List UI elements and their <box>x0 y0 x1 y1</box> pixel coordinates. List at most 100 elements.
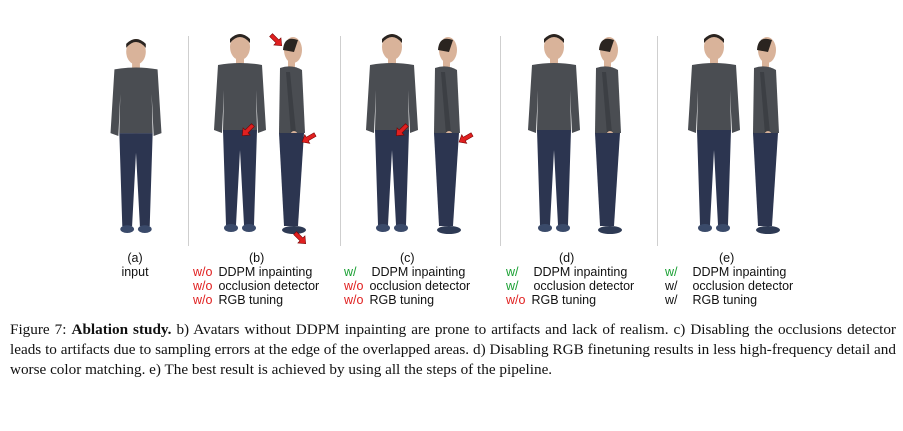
jeans <box>595 133 620 226</box>
shoe <box>716 224 730 232</box>
column-a-label: (a) input <box>117 251 153 279</box>
shoe <box>120 225 135 234</box>
jeans <box>537 130 571 225</box>
neck <box>762 61 769 67</box>
jeans <box>434 133 459 226</box>
shoe <box>376 224 390 232</box>
condition-line: w/o DDPM inpainting <box>193 265 319 279</box>
condition-mark: w/ <box>665 279 678 293</box>
condition-line: w/ DDPM inpainting <box>344 265 470 279</box>
input-label: input <box>121 265 149 279</box>
condition-mark: w/ <box>665 265 678 279</box>
column-divider <box>188 36 189 246</box>
shoe <box>224 224 238 232</box>
neck <box>604 61 611 67</box>
hair <box>704 34 724 43</box>
column-c-label: (c) w/ DDPM inpainting w/o occlusion detec… <box>344 251 470 307</box>
neck <box>132 62 140 69</box>
condition-line: w/o occlusion detector <box>193 279 319 293</box>
condition-text: RGB tuning <box>689 293 758 307</box>
shoe <box>698 224 712 232</box>
red-arrow-icon <box>396 123 409 136</box>
sweater <box>214 63 266 133</box>
caption-body: b) Avatars without DDPM inpainting are p… <box>10 321 896 378</box>
condition-line: w/ RGB tuning <box>665 293 793 307</box>
column-e-label: (e) w/ DDPM inpainting w/ occlusion detect… <box>665 251 793 307</box>
red-arrow-icon <box>458 132 474 144</box>
arm <box>760 72 770 135</box>
column-letter: (c) <box>400 251 415 265</box>
neck <box>550 58 558 64</box>
figure-caption: Figure 7: Ablation study. b) Avatars wit… <box>10 320 896 380</box>
sweater <box>110 67 162 137</box>
condition-mark: w/ <box>506 265 519 279</box>
condition-line: w/ DDPM inpainting <box>665 265 793 279</box>
neck <box>443 61 450 67</box>
column-letter: (d) <box>559 251 575 265</box>
condition-text: DDPM inpainting <box>368 265 466 279</box>
shoe <box>242 224 256 232</box>
arm <box>286 72 296 135</box>
caption-title: Ablation study. <box>71 321 172 338</box>
jeans <box>375 130 409 225</box>
jeans <box>223 130 257 225</box>
condition-text: occlusion detector <box>366 279 471 293</box>
sweater <box>688 63 740 133</box>
condition-text: occlusion detector <box>215 279 320 293</box>
condition-line: w/o RGB tuning <box>344 293 470 307</box>
column-letter: (a) <box>127 251 143 265</box>
hair <box>126 39 146 48</box>
hair <box>438 38 453 52</box>
condition-mark: w/o <box>344 293 364 307</box>
caption-prefix: Figure 7: <box>10 321 72 338</box>
condition-mark: w/o <box>344 279 364 293</box>
column-letter: (b) <box>249 251 265 265</box>
condition-mark: w/o <box>193 279 213 293</box>
jeans <box>753 133 778 226</box>
shoe <box>394 224 408 232</box>
condition-line: w/o RGB tuning <box>193 293 319 307</box>
condition-text: DDPM inpainting <box>530 265 628 279</box>
avatar-renders <box>110 33 780 244</box>
red-arrow-icon <box>242 123 255 136</box>
neck <box>236 58 244 64</box>
head <box>704 34 724 60</box>
shoe <box>437 226 461 234</box>
condition-line: w/ occlusion detector <box>506 279 634 293</box>
column-divider <box>340 36 341 246</box>
condition-line: w/o RGB tuning <box>506 293 634 307</box>
jeans <box>119 133 153 227</box>
condition-text: DDPM inpainting <box>215 265 313 279</box>
condition-line: w/ DDPM inpainting <box>506 265 634 279</box>
hair <box>230 34 250 43</box>
shoe <box>538 224 552 232</box>
condition-mark: w/ <box>665 293 678 307</box>
head <box>126 39 146 65</box>
condition-line: w/ occlusion detector <box>665 279 793 293</box>
neck <box>388 58 396 64</box>
column-b-label: (b) w/o DDPM inpainting w/o occlusion dete… <box>193 251 319 307</box>
red-arrow-icon <box>269 33 282 46</box>
shoe <box>556 224 570 232</box>
condition-mark: w/ <box>506 279 519 293</box>
condition-mark: w/o <box>193 265 213 279</box>
arm <box>441 72 451 135</box>
neck <box>710 58 718 64</box>
head <box>230 34 250 60</box>
condition-text: RGB tuning <box>215 293 284 307</box>
column-divider <box>657 36 658 246</box>
shoe <box>598 226 622 234</box>
hair <box>544 34 564 43</box>
column-d-label: (d) w/ DDPM inpainting w/ occlusion detect… <box>506 251 634 307</box>
jeans <box>697 130 731 225</box>
column-divider <box>500 36 501 246</box>
condition-mark: w/ <box>344 265 357 279</box>
head <box>544 34 564 60</box>
condition-mark: w/o <box>193 293 213 307</box>
ablation-figure: (a) input (b) w/o DDPM inpainting w/o occl… <box>110 33 793 307</box>
condition-text: DDPM inpainting <box>689 265 787 279</box>
sweater <box>528 63 580 133</box>
hair <box>283 38 298 52</box>
neck <box>288 61 295 67</box>
red-arrow-icon <box>293 231 306 244</box>
